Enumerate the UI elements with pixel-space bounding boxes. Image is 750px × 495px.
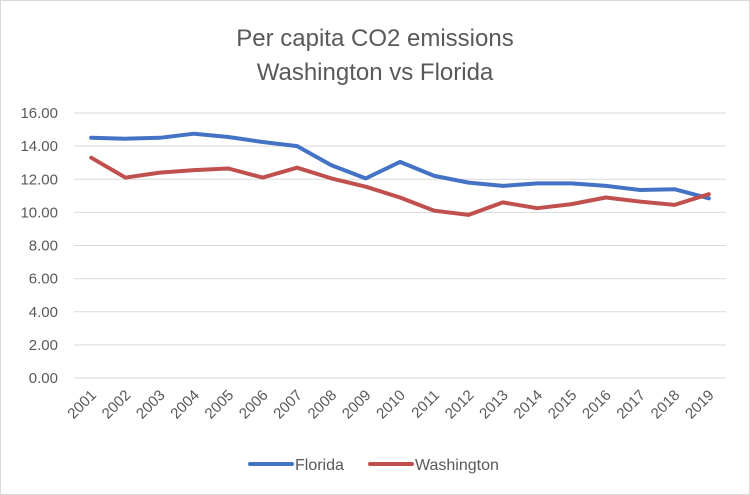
y-tick-label: 4.00 xyxy=(29,304,58,321)
x-tick-label: 2004 xyxy=(167,387,203,423)
y-tick-label: 14.00 xyxy=(20,138,58,155)
y-tick-label: 0.00 xyxy=(29,370,58,387)
x-tick-label: 2003 xyxy=(133,387,169,423)
x-tick-label: 2001 xyxy=(64,387,100,423)
x-tick-label: 2009 xyxy=(339,387,375,423)
x-tick-label: 2012 xyxy=(442,387,478,423)
x-tick-label: 2015 xyxy=(545,387,581,423)
y-axis-ticks: 0.00 2.00 4.00 6.00 8.00 10.00 12.00 14.00 16.00 xyxy=(20,105,58,387)
legend-label: Washington xyxy=(415,457,499,474)
x-tick-label: 2014 xyxy=(510,387,546,423)
x-tick-label: 2017 xyxy=(613,387,649,423)
legend-label: Florida xyxy=(295,457,344,474)
x-tick-label: 2008 xyxy=(305,387,341,423)
x-tick-label: 2013 xyxy=(476,387,512,423)
x-tick-label: 2002 xyxy=(99,387,135,423)
legend: Florida Washington xyxy=(248,457,499,474)
chart-title-line-1: Per capita CO2 emissions xyxy=(236,25,513,52)
x-tick-label: 2018 xyxy=(648,387,684,423)
x-tick-label: 2006 xyxy=(236,387,272,423)
y-tick-label: 10.00 xyxy=(20,204,58,221)
x-tick-label: 2011 xyxy=(408,387,443,422)
x-tick-label: 2010 xyxy=(373,387,409,423)
gridlines xyxy=(74,112,726,379)
series-line-florida xyxy=(89,131,711,201)
series-lines xyxy=(89,131,711,217)
x-axis-ticks: 2001200220032004200520062007200820092010… xyxy=(64,387,717,423)
chart-title-line-2: Washington vs Florida xyxy=(257,59,494,86)
y-tick-label: 8.00 xyxy=(29,238,58,255)
x-tick-label: 2007 xyxy=(270,387,306,423)
x-tick-label: 2005 xyxy=(202,387,238,423)
legend-item-florida: Florida xyxy=(248,457,344,474)
x-tick-label: 2016 xyxy=(579,387,615,423)
y-tick-label: 16.00 xyxy=(20,105,58,122)
x-tick-label: 2019 xyxy=(682,387,718,423)
y-tick-label: 12.00 xyxy=(20,171,58,188)
legend-item-washington: Washington xyxy=(368,457,499,474)
y-tick-label: 2.00 xyxy=(29,337,58,354)
y-tick-label: 6.00 xyxy=(29,271,58,288)
